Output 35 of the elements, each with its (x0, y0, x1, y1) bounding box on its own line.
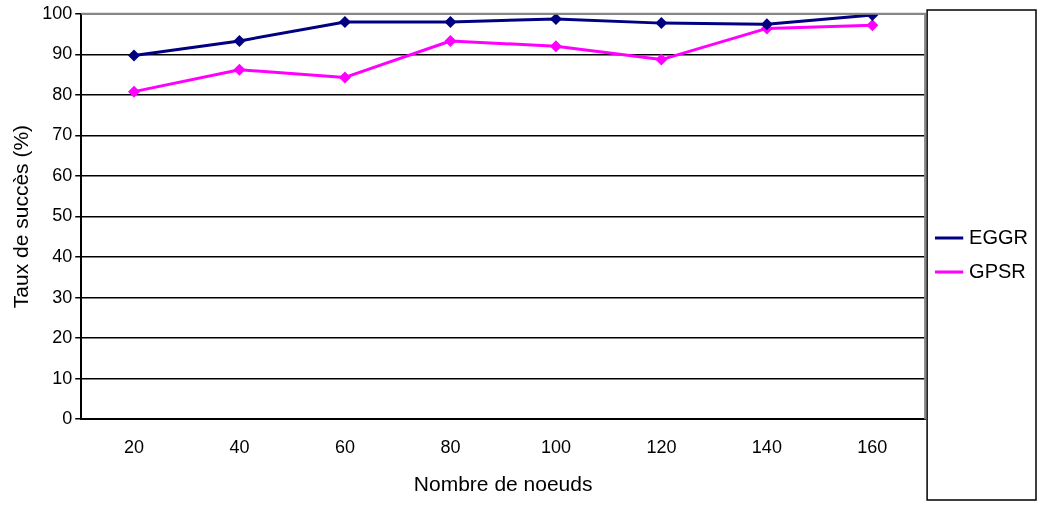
y-tick-label: 100 (42, 2, 73, 23)
legend-label: EGGR (969, 225, 1029, 248)
point (338, 71, 351, 84)
y-tick-label: 40 (52, 246, 73, 267)
y-tick-label: 0 (62, 408, 73, 429)
point (338, 15, 351, 28)
x-tick-label: 140 (751, 436, 782, 457)
x-tick-label: 100 (540, 436, 571, 457)
point (655, 17, 668, 30)
x-tick-label: 80 (440, 436, 461, 457)
x-tick-label: 40 (229, 436, 250, 457)
x-tick-label: 120 (646, 436, 677, 457)
point (444, 15, 457, 28)
point (444, 34, 457, 47)
point (127, 49, 140, 62)
point (655, 53, 668, 66)
y-axis-title: Taux de succès (%) (9, 124, 33, 309)
y-tick-label: 10 (52, 367, 73, 388)
point (866, 19, 879, 32)
x-tick-label: 20 (123, 436, 144, 457)
x-tick-label: 60 (334, 436, 355, 457)
y-tick-label: 50 (52, 205, 73, 226)
y-tick-label: 30 (52, 286, 73, 307)
point (233, 34, 246, 47)
y-tick-label: 70 (52, 124, 73, 145)
y-tick-label: 90 (52, 43, 73, 64)
point (549, 40, 562, 53)
point (233, 63, 246, 76)
y-tick-label: 80 (52, 83, 73, 104)
x-tick-label: 160 (857, 436, 888, 457)
point (127, 85, 140, 98)
x-axis-title: Nombre de noeuds (413, 472, 593, 496)
y-tick-label: 20 (52, 327, 73, 348)
y-tick-label: 60 (52, 164, 73, 185)
legend-label: GPSR (969, 259, 1026, 282)
